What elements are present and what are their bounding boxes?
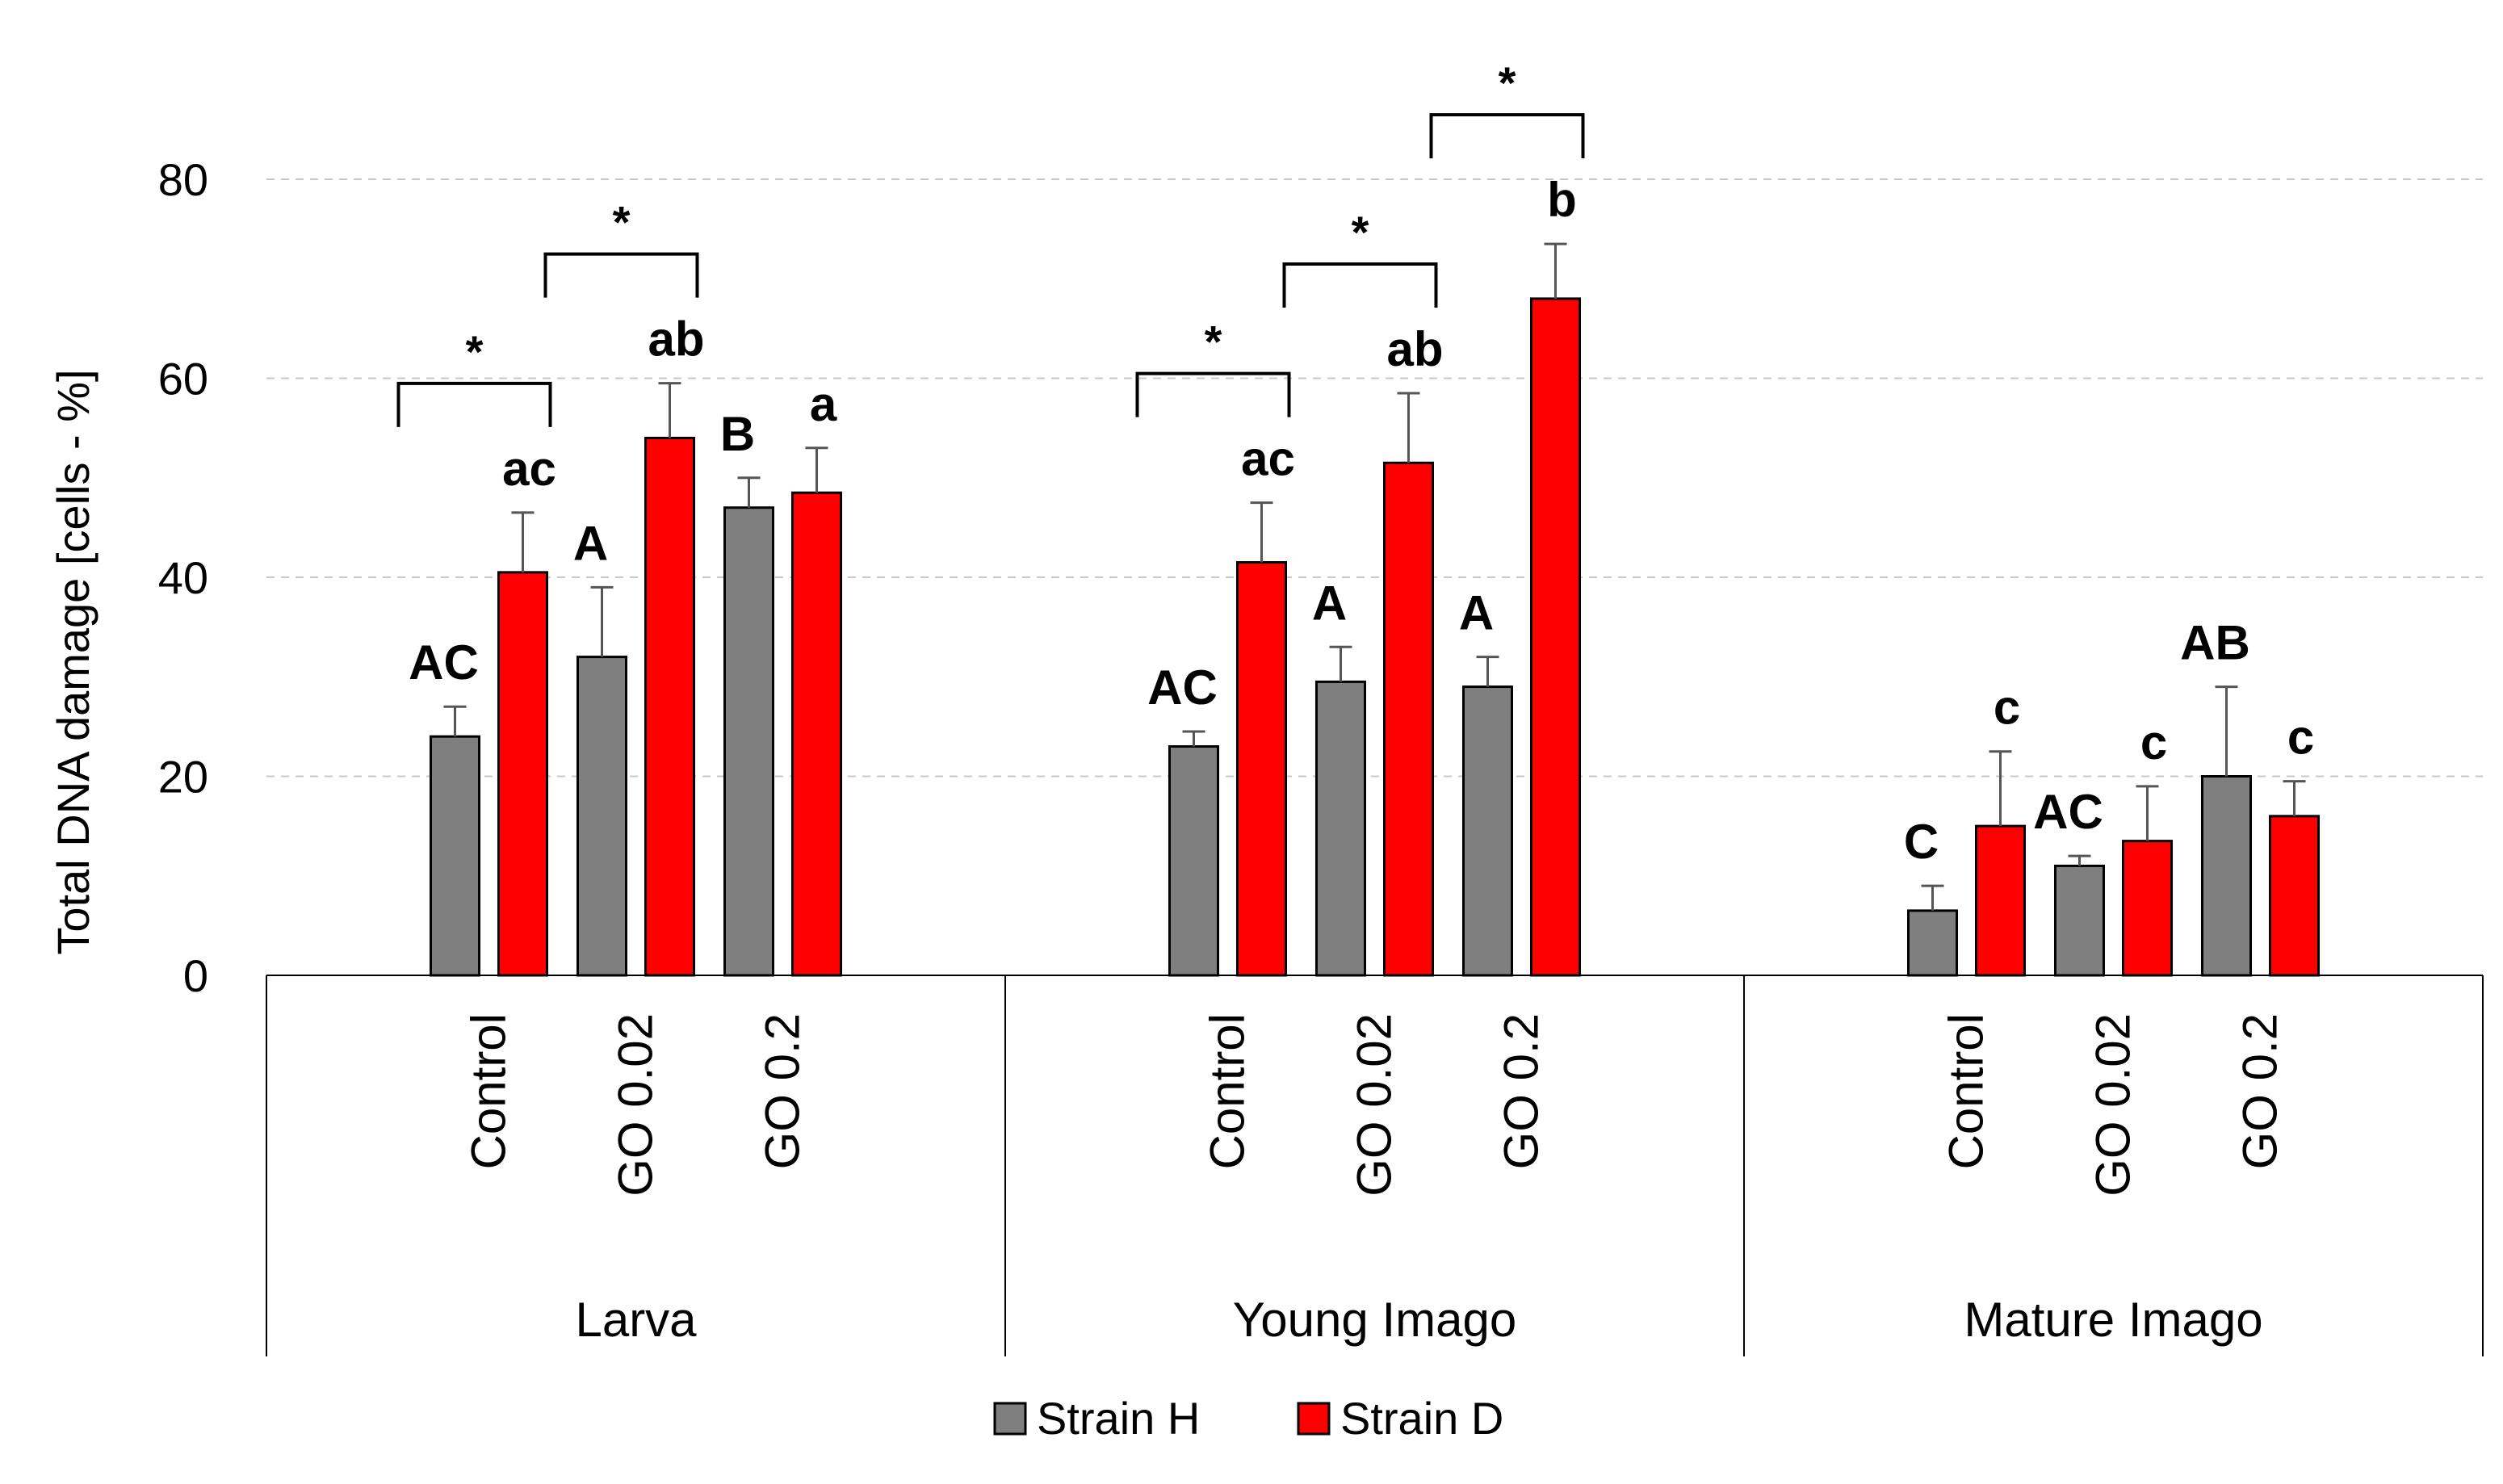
bar-strain-d bbox=[2122, 840, 2173, 977]
category-label: GO 0.02 bbox=[2086, 1013, 2140, 1197]
legend: Strain H Strain D bbox=[993, 1393, 1503, 1444]
legend-label: Strain H bbox=[1037, 1393, 1200, 1444]
significance-star: * bbox=[613, 197, 631, 248]
category-label: Control bbox=[462, 1013, 516, 1169]
category-label: GO 0.2 bbox=[1495, 1013, 1549, 1169]
significance-bracket bbox=[1282, 262, 1438, 308]
category-label: GO 0.02 bbox=[609, 1013, 663, 1197]
significance-letter: AC bbox=[1147, 660, 1218, 715]
bar-strain-d bbox=[497, 571, 548, 977]
legend-swatch-strain-h bbox=[993, 1402, 1027, 1436]
x-axis: Control GO 0.02 GO 0.2 Larva Control GO 0.02 G… bbox=[266, 975, 2484, 1356]
gridlines bbox=[266, 178, 2483, 778]
y-axis: 0 20 40 60 80 bbox=[158, 154, 208, 1001]
bar-strain-d bbox=[791, 491, 842, 977]
category-label: Control bbox=[1201, 1013, 1255, 1169]
significance-letter: c bbox=[1994, 681, 2020, 735]
legend-swatch-strain-d bbox=[1297, 1402, 1331, 1436]
bar-strain-d bbox=[2269, 815, 2320, 977]
significance-letter: ac bbox=[502, 442, 556, 496]
bar-strain-d bbox=[644, 436, 695, 977]
bar-strain-h bbox=[576, 656, 627, 977]
bar-strain-d bbox=[1236, 561, 1287, 977]
significance-letter: ab bbox=[648, 312, 704, 367]
y-tick-label: 60 bbox=[158, 354, 208, 405]
significance-bracket bbox=[396, 381, 552, 427]
bars bbox=[430, 242, 2320, 977]
significance-letter: c bbox=[2140, 715, 2167, 769]
significance-letter: AB bbox=[2180, 616, 2250, 670]
bar-strain-h bbox=[2054, 864, 2105, 977]
bar-strain-h bbox=[2201, 775, 2252, 977]
significance-star: * bbox=[1205, 317, 1222, 367]
significance-bracket bbox=[543, 252, 699, 298]
bar-strain-h bbox=[723, 506, 774, 977]
significance-letter: A bbox=[1459, 586, 1494, 640]
y-tick-label: 20 bbox=[158, 752, 208, 803]
category-label: GO 0.02 bbox=[1348, 1013, 1402, 1197]
significance-star: * bbox=[466, 326, 484, 377]
significance-letter: AC bbox=[2033, 785, 2103, 839]
y-tick-label: 0 bbox=[183, 950, 208, 1001]
bar-strain-h bbox=[1168, 745, 1219, 977]
significance-letter: C bbox=[1904, 815, 1939, 869]
significance-bracket bbox=[1135, 371, 1291, 417]
significance-star: * bbox=[1352, 207, 1369, 258]
bar-strain-h bbox=[1907, 909, 1958, 977]
bar-strain-h bbox=[1315, 680, 1366, 977]
significance-star: * bbox=[1499, 57, 1516, 108]
category-label: Control bbox=[1939, 1013, 1994, 1169]
bar-strain-d bbox=[1530, 297, 1581, 977]
significance-letter: A bbox=[1312, 576, 1347, 630]
group-label: Young Imago bbox=[1233, 1293, 1516, 1347]
y-tick-label: 40 bbox=[158, 552, 208, 603]
group-label: Larva bbox=[575, 1293, 697, 1347]
bar-strain-h bbox=[430, 735, 480, 977]
significance-letter: b bbox=[1547, 173, 1577, 227]
significance-letter: ab bbox=[1386, 322, 1443, 376]
significance-letter: B bbox=[720, 407, 755, 461]
significance-letter: c bbox=[2287, 711, 2314, 765]
bar-strain-d bbox=[1975, 824, 2026, 977]
category-label: GO 0.2 bbox=[756, 1013, 810, 1169]
significance-bracket bbox=[1429, 113, 1585, 159]
bar-strain-d bbox=[1383, 461, 1434, 977]
significance-letter: a bbox=[810, 377, 837, 431]
significance-letter: AC bbox=[409, 635, 479, 690]
category-label: GO 0.2 bbox=[2233, 1013, 2287, 1169]
group-label: Mature Imago bbox=[1964, 1293, 2262, 1347]
significance-letter: ac bbox=[1241, 432, 1295, 486]
legend-label: Strain D bbox=[1340, 1393, 1503, 1444]
significance-letter: A bbox=[573, 516, 608, 570]
y-axis-label: Total DNA damage [cells - %] bbox=[48, 369, 99, 954]
y-tick-label: 80 bbox=[158, 154, 208, 205]
bar-strain-h bbox=[1462, 685, 1513, 977]
